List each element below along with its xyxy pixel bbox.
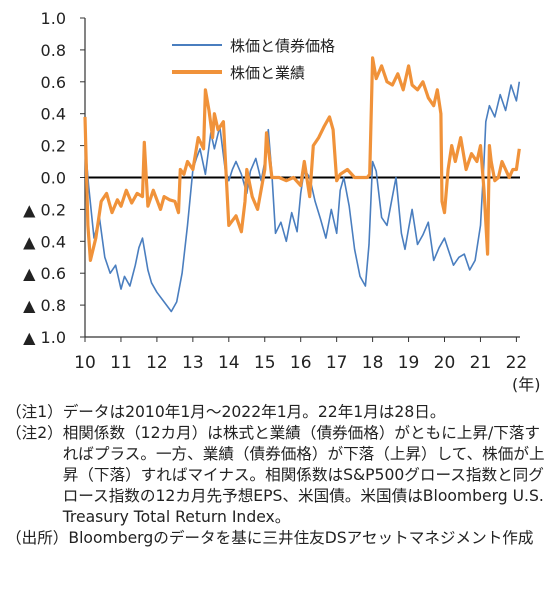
y-tick-label: ▲ 1.0	[23, 328, 66, 347]
y-tick-label: ▲ 0.8	[23, 296, 66, 315]
x-axis-unit: (年)	[512, 375, 541, 394]
note-1-tag: （注1）	[6, 403, 63, 421]
x-tick-label: 12	[146, 353, 168, 373]
x-tick-label: 19	[398, 353, 420, 373]
y-ticks: 1.0 0.8 0.6 0.4 0.2 0.0 ▲ 0.2 ▲ 0.4 ▲ 0.6 ▲ 0.8 ▲ …	[23, 9, 85, 347]
y-tick-label: 0.2	[41, 137, 66, 156]
x-tick-label: 16	[290, 353, 312, 373]
source-text: Bloombergのデータを基に三井住友DSアセットマネジメント作成	[68, 529, 534, 547]
y-tick-label: ▲ 0.4	[23, 232, 66, 251]
y-tick-label: 0.8	[41, 41, 66, 60]
y-tick-label: 0.4	[41, 105, 66, 124]
y-tick-label: ▲ 0.6	[23, 264, 66, 283]
legend-label-series-2: 株価と業績	[230, 64, 305, 82]
y-tick-label: 0.0	[41, 169, 66, 188]
x-tick-label: 11	[110, 353, 132, 373]
x-tick-label: 13	[182, 353, 204, 373]
note-1-text: データは2010年1月～2022年1月。22年1月は28日。	[62, 403, 446, 421]
series-line-2	[83, 56, 521, 262]
y-tick-label: ▲ 0.2	[23, 200, 66, 219]
y-tick-label: 1.0	[41, 9, 66, 28]
legend: 株価と債券価格 株価と業績	[172, 37, 335, 82]
y-tick-label: 0.6	[41, 73, 66, 92]
x-tick-label: 18	[362, 353, 384, 373]
x-ticks: 10 11 12 13 14 15 16 17 18 19 20 21 22	[74, 337, 527, 373]
x-tick-label: 10	[74, 353, 96, 373]
x-tick-label: 20	[434, 353, 456, 373]
series-lines	[83, 56, 521, 313]
note-2: （注2） 相関係数（12カ月）は株式と業績（債券価格）がともに上昇/下落すればプ…	[6, 423, 546, 528]
note-2-text: 相関係数（12カ月）は株式と業績（債券価格）がともに上昇/下落すればプラス。一方…	[62, 424, 545, 526]
note-2-tag: （注2）	[6, 424, 63, 442]
x-tick-label: 15	[254, 353, 276, 373]
note-1: （注1） データは2010年1月～2022年1月。22年1月は28日。	[6, 402, 546, 423]
source-note: （出所） Bloombergのデータを基に三井住友DSアセットマネジメント作成	[6, 528, 546, 549]
source-tag: （出所）	[6, 529, 69, 547]
notes: （注1） データは2010年1月～2022年1月。22年1月は28日。 （注2）…	[6, 402, 546, 549]
x-tick-label: 14	[218, 353, 240, 373]
correlation-line-chart: 1.0 0.8 0.6 0.4 0.2 0.0 ▲ 0.2 ▲ 0.4 ▲ 0.6 ▲ 0.8 ▲ …	[23, 9, 541, 394]
x-tick-label: 22	[506, 353, 528, 373]
x-tick-label: 21	[470, 353, 492, 373]
x-tick-label: 17	[326, 353, 348, 373]
legend-label-series-1: 株価と債券価格	[230, 37, 335, 55]
